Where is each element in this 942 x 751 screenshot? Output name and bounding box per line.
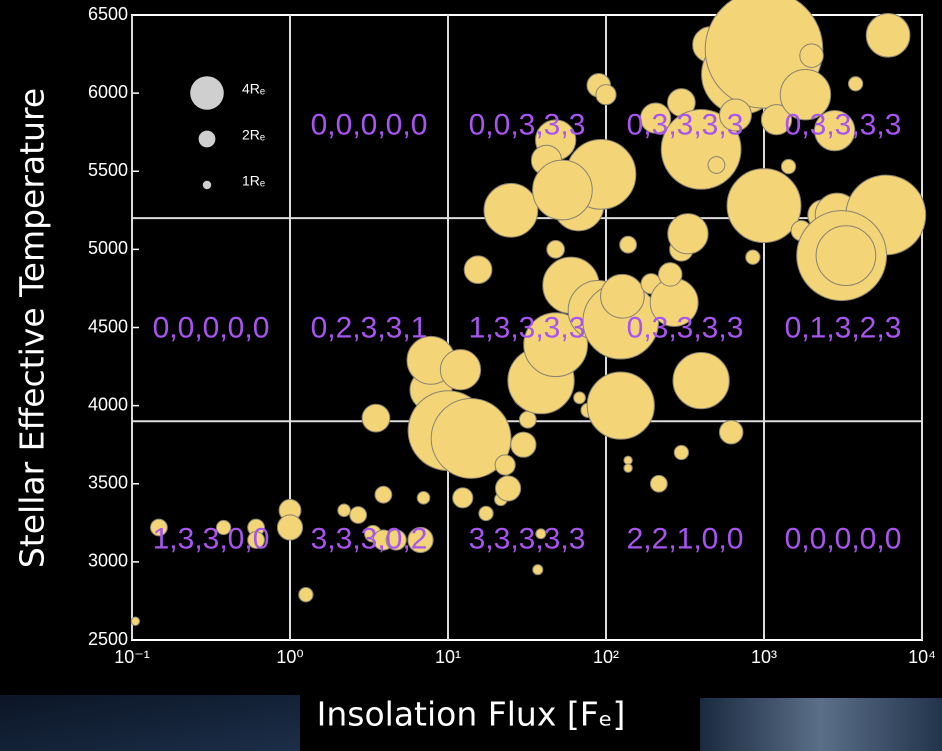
region-label: 0,0,3,3,3 (469, 108, 586, 141)
bubble (484, 183, 538, 237)
region-label: 0,3,3,3,3 (627, 108, 744, 141)
bubble (338, 504, 351, 517)
bubble (800, 44, 824, 68)
bubble (362, 404, 390, 432)
bubble (746, 250, 760, 264)
x-tick-label: 10⁴ (908, 647, 936, 667)
bubble (781, 159, 795, 173)
bubble (620, 236, 637, 253)
bubble (574, 392, 586, 404)
bubble (866, 13, 910, 57)
bubble (511, 432, 536, 457)
bubble (299, 588, 313, 602)
page: Insolation Flux [Fₑ] Stellar Effective T… (0, 0, 942, 751)
bubble (277, 515, 302, 540)
bubble (650, 475, 667, 492)
region-label: 0,2,3,3,1 (311, 312, 428, 345)
bubble (816, 226, 876, 286)
y-tick-label: 5000 (88, 238, 128, 258)
bubble (658, 263, 682, 287)
bubble (719, 420, 743, 444)
x-tick-label: 10⁰ (276, 647, 303, 667)
bubble (350, 507, 367, 524)
x-axis-title: Insolation Flux [Fₑ] (317, 695, 626, 734)
region-label: 0,0,0,0,0 (153, 312, 270, 345)
y-tick-label: 3500 (88, 473, 128, 493)
bubble (495, 476, 520, 501)
legend-bubble (203, 181, 211, 189)
bubble (624, 456, 632, 464)
bubble (440, 350, 480, 390)
bubble (417, 492, 430, 505)
bubble (375, 486, 392, 503)
y-tick-label: 5500 (88, 160, 128, 180)
y-axis-title: Stellar Effective Temperature (13, 88, 52, 568)
bubble (519, 411, 536, 428)
bubble (673, 352, 729, 408)
x-tick-label: 10⁻¹ (114, 647, 150, 667)
y-tick-label: 6500 (88, 4, 128, 24)
y-tick-label: 4000 (88, 394, 128, 414)
region-label: 1,3,3,0,0 (153, 523, 270, 556)
legend-label: 2Rₑ (242, 127, 265, 143)
region-label: 1,3,3,3,3 (469, 312, 586, 345)
region-label: 0,3,3,3,3 (785, 108, 902, 141)
bubble (668, 214, 708, 254)
backdrop-left (0, 695, 300, 751)
y-tick-label: 2500 (88, 629, 128, 649)
bubble (708, 157, 725, 174)
legend-label: 4Rₑ (242, 81, 265, 97)
bubble (727, 169, 801, 243)
region-label: 0,3,3,3,3 (627, 312, 744, 345)
bubble (624, 464, 632, 472)
backdrop-right (700, 698, 942, 751)
region-label: 2,2,1,0,0 (627, 523, 744, 556)
region-label: 0,1,3,2,3 (785, 312, 902, 345)
bubble (453, 488, 473, 508)
x-tick-label: 10¹ (435, 647, 461, 667)
legend-bubble (190, 76, 224, 110)
legend-bubble (199, 131, 216, 148)
bubble (495, 455, 515, 475)
bubble (464, 256, 492, 284)
y-tick-label: 4500 (88, 316, 128, 336)
region-label: 3,3,3,3,3 (469, 523, 586, 556)
region-label: 3,3,3,0,2 (311, 523, 428, 556)
x-tick-label: 10² (593, 647, 619, 667)
bubble (533, 565, 543, 575)
bubble (479, 506, 493, 520)
bubble (848, 77, 862, 91)
bubble (674, 445, 688, 459)
chart: Insolation Flux [Fₑ] Stellar Effective T… (0, 0, 942, 751)
bubble (587, 372, 654, 439)
region-label: 0,0,0,0,0 (785, 523, 902, 556)
bubble (547, 241, 565, 259)
legend-label: 1Rₑ (242, 173, 265, 189)
bubble (131, 617, 139, 625)
x-tick-label: 10³ (751, 647, 777, 667)
bubble (533, 160, 593, 220)
y-tick-label: 6000 (88, 82, 128, 102)
y-tick-label: 3000 (88, 551, 128, 571)
region-label: 0,0,0,0,0 (311, 108, 428, 141)
bubble (596, 85, 616, 105)
